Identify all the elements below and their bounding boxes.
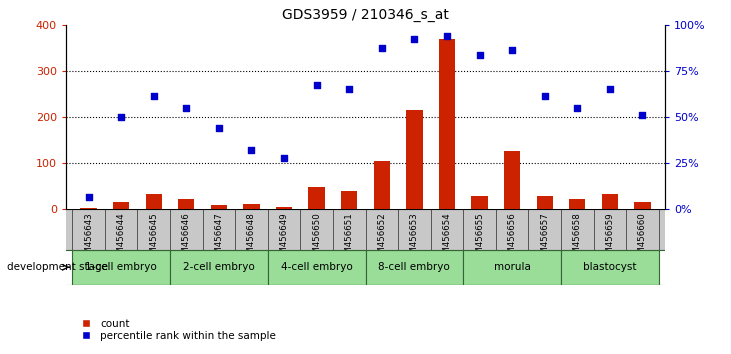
- Bar: [439, 39, 455, 209]
- Point: [279, 155, 290, 161]
- Bar: [243, 204, 260, 209]
- Text: GSM456654: GSM456654: [442, 212, 452, 265]
- Text: GSM456645: GSM456645: [149, 212, 158, 265]
- Bar: [268, 250, 366, 285]
- Text: GSM456649: GSM456649: [279, 212, 289, 265]
- Bar: [113, 202, 129, 209]
- Bar: [561, 250, 659, 285]
- Text: GSM456657: GSM456657: [540, 212, 549, 265]
- Text: GSM456655: GSM456655: [475, 212, 484, 265]
- Text: GSM456660: GSM456660: [638, 212, 647, 265]
- Text: GSM456647: GSM456647: [214, 212, 224, 265]
- Bar: [211, 205, 227, 209]
- Point: [539, 93, 550, 99]
- Text: GSM456653: GSM456653: [410, 212, 419, 265]
- Bar: [72, 250, 170, 285]
- Text: GSM456651: GSM456651: [345, 212, 354, 265]
- Point: [83, 195, 94, 200]
- Point: [246, 148, 257, 153]
- Bar: [341, 191, 357, 209]
- Title: GDS3959 / 210346_s_at: GDS3959 / 210346_s_at: [282, 8, 449, 22]
- Point: [409, 36, 420, 41]
- Text: 8-cell embryo: 8-cell embryo: [379, 262, 450, 272]
- Bar: [537, 196, 553, 209]
- Bar: [276, 207, 292, 209]
- Bar: [170, 250, 268, 285]
- Text: development stage: development stage: [7, 262, 108, 272]
- Bar: [602, 194, 618, 209]
- Point: [181, 105, 192, 110]
- Point: [572, 105, 583, 110]
- Text: 2-cell embryo: 2-cell embryo: [183, 262, 255, 272]
- Text: GSM456659: GSM456659: [605, 212, 614, 265]
- Text: GSM456650: GSM456650: [312, 212, 321, 265]
- Text: GSM456648: GSM456648: [247, 212, 256, 265]
- Text: blastocyst: blastocyst: [583, 262, 637, 272]
- Bar: [406, 110, 423, 209]
- Text: GSM456652: GSM456652: [377, 212, 386, 265]
- Legend: count, percentile rank within the sample: count, percentile rank within the sample: [71, 315, 280, 345]
- Bar: [463, 250, 561, 285]
- Text: GSM456644: GSM456644: [117, 212, 126, 265]
- Text: GSM456656: GSM456656: [507, 212, 517, 265]
- Text: GSM456643: GSM456643: [84, 212, 93, 265]
- Text: GSM456646: GSM456646: [182, 212, 191, 265]
- Bar: [366, 250, 463, 285]
- Bar: [80, 208, 96, 209]
- Text: morula: morula: [493, 262, 531, 272]
- Bar: [308, 187, 325, 209]
- Point: [311, 82, 322, 87]
- Point: [441, 33, 452, 39]
- Point: [344, 86, 355, 92]
- Text: 4-cell embryo: 4-cell embryo: [281, 262, 352, 272]
- Point: [213, 125, 224, 131]
- Bar: [569, 199, 586, 209]
- Bar: [374, 161, 390, 209]
- Point: [507, 47, 518, 53]
- Text: GSM456658: GSM456658: [573, 212, 582, 265]
- Bar: [145, 194, 162, 209]
- Point: [637, 112, 648, 117]
- Point: [604, 86, 616, 92]
- Bar: [504, 152, 520, 209]
- Point: [148, 93, 159, 99]
- Bar: [471, 196, 488, 209]
- Point: [376, 45, 387, 51]
- Point: [474, 52, 485, 57]
- Bar: [635, 202, 651, 209]
- Point: [115, 114, 127, 120]
- Bar: [178, 199, 194, 209]
- Text: 1-cell embryo: 1-cell embryo: [86, 262, 157, 272]
